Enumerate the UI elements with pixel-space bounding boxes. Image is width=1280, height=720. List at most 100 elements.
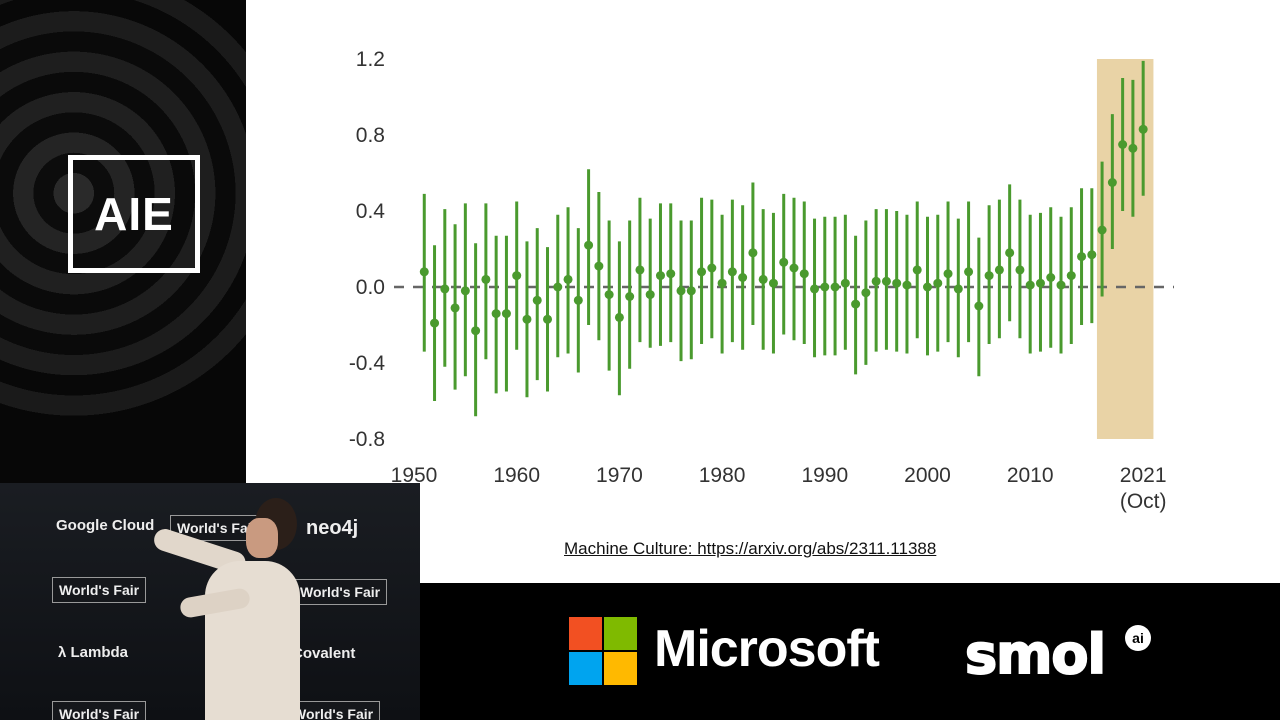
data-point [1015, 265, 1025, 275]
data-point [481, 274, 491, 284]
left-background-panel: AIE [0, 0, 246, 483]
data-point [1097, 225, 1107, 235]
y-tick-label: -0.4 [349, 352, 386, 375]
sponsor-neo4j: neo4j [306, 517, 359, 539]
sponsor-bar: Microsoft smol ai [420, 583, 1280, 720]
smol-ai-badge: ai [1125, 625, 1151, 651]
speaker-body [205, 561, 300, 720]
data-point [994, 265, 1004, 275]
data-point [912, 265, 922, 275]
data-point [820, 282, 830, 292]
sponsor-google-cloud: Google Cloud [56, 517, 155, 534]
data-point [512, 271, 522, 281]
data-point [974, 301, 984, 311]
data-point [768, 278, 778, 288]
data-point [655, 271, 665, 281]
data-point [666, 269, 676, 279]
data-point [717, 278, 727, 288]
data-point [1128, 143, 1138, 153]
smol-wordmark: smol [964, 622, 1107, 687]
source-link[interactable]: Machine Culture: https://arxiv.org/abs/2… [564, 539, 937, 558]
data-point [789, 263, 799, 273]
data-point [645, 290, 655, 300]
data-point [953, 284, 963, 294]
y-tick-label: 0.4 [356, 200, 386, 223]
data-point [851, 299, 861, 309]
data-point [1005, 248, 1015, 258]
data-point [522, 314, 532, 324]
data-point [1046, 273, 1056, 282]
data-point [984, 271, 994, 281]
data-point [604, 290, 614, 300]
data-point [594, 261, 604, 271]
data-point [584, 240, 594, 250]
microsoft-logo-icon [569, 617, 637, 685]
y-tick-label: 0.8 [356, 124, 385, 147]
data-point [840, 278, 850, 288]
x-tick-sublabel: (Oct) [1120, 490, 1167, 513]
data-point [1025, 280, 1035, 290]
data-point [614, 312, 624, 322]
data-point [902, 280, 912, 290]
data-point [810, 284, 820, 294]
x-tick-label: 1950 [391, 464, 438, 487]
data-point [543, 314, 553, 324]
data-point [1138, 124, 1148, 134]
data-point [625, 292, 635, 301]
data-point [676, 286, 686, 296]
x-tick-label: 1990 [801, 464, 848, 487]
data-point [532, 295, 542, 305]
x-tick-label: 2000 [904, 464, 951, 487]
sponsor-covalent: Covalent [292, 645, 356, 662]
data-point [1107, 178, 1117, 187]
x-tick-label: 1980 [699, 464, 746, 487]
microsoft-wordmark: Microsoft [654, 620, 880, 678]
data-point [707, 263, 717, 273]
data-point [830, 282, 840, 292]
data-point [573, 295, 583, 305]
data-point [1066, 271, 1076, 281]
data-point [553, 282, 563, 292]
data-point [933, 278, 943, 288]
data-point [892, 278, 902, 288]
x-tick-label: 2010 [1007, 464, 1054, 487]
data-point [923, 282, 932, 292]
data-point [563, 274, 573, 284]
data-point [460, 286, 470, 296]
data-point [871, 276, 881, 286]
data-point [450, 303, 460, 313]
data-point [419, 267, 429, 277]
data-point [943, 269, 953, 279]
sponsor-worlds-fair-3: World's Fair [293, 579, 388, 605]
speaker-face [246, 518, 278, 558]
data-point [686, 286, 696, 296]
data-point [748, 248, 758, 258]
y-tick-label: 1.2 [356, 48, 385, 71]
data-point [440, 284, 450, 294]
data-point [881, 276, 891, 286]
data-point [1118, 140, 1128, 149]
data-point [799, 269, 809, 279]
x-tick-label: 1960 [493, 464, 540, 487]
data-point [727, 267, 737, 277]
highlight-region [1096, 59, 1154, 439]
data-point [635, 265, 645, 275]
data-point [1056, 280, 1066, 290]
x-tick-label: 2021 [1120, 464, 1167, 487]
sponsor-worlds-fair-4: World's Fair [52, 701, 147, 720]
x-tick-label: 1970 [596, 464, 643, 487]
sponsor-worlds-fair-5: World's Fair [286, 701, 381, 720]
data-point [430, 318, 440, 328]
aie-logo: AIE [68, 155, 200, 273]
y-tick-label: -0.8 [349, 428, 385, 451]
speaker-video: Google Cloud World's Fair neo4j World's … [0, 483, 420, 720]
data-point [501, 309, 511, 319]
data-point [471, 326, 481, 336]
data-point [1087, 250, 1097, 260]
data-point [861, 288, 871, 298]
y-tick-label: 0.0 [356, 276, 385, 299]
data-point [779, 257, 789, 267]
data-point [1035, 278, 1045, 288]
data-point [1077, 252, 1087, 262]
sponsor-lambda: λ Lambda [58, 644, 129, 661]
